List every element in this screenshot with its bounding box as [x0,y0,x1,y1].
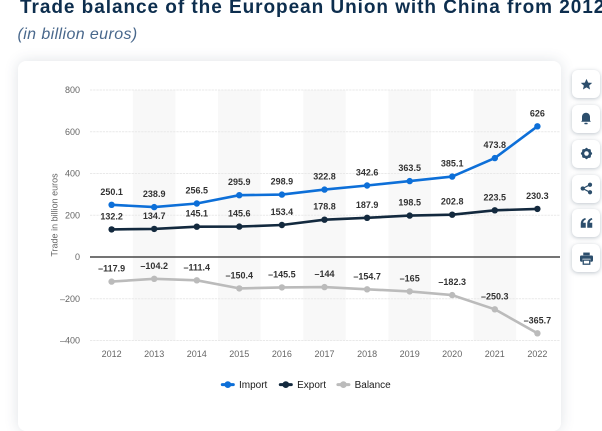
svg-text:132.2: 132.2 [100,211,123,221]
svg-text:626: 626 [530,108,545,118]
svg-text:322.8: 322.8 [313,172,336,182]
svg-text:145.1: 145.1 [186,209,209,219]
svg-text:473.8: 473.8 [484,140,507,150]
svg-text:–165: –165 [400,273,420,283]
svg-text:2017: 2017 [314,349,334,359]
svg-text:–150.4: –150.4 [226,270,254,280]
svg-text:153.4: 153.4 [271,207,294,217]
svg-text:2016: 2016 [272,349,292,359]
svg-text:2014: 2014 [187,349,207,359]
svg-text:600: 600 [65,127,80,137]
svg-text:2022: 2022 [527,349,547,359]
svg-text:2012: 2012 [102,349,122,359]
svg-text:–117.9: –117.9 [98,264,125,274]
svg-text:2018: 2018 [357,349,377,359]
svg-text:238.9: 238.9 [143,189,166,199]
svg-text:–365.7: –365.7 [524,315,552,325]
svg-text:250.1: 250.1 [100,187,123,197]
svg-text:800: 800 [65,85,80,95]
svg-text:400: 400 [65,169,80,179]
svg-text:–400: –400 [60,336,80,346]
svg-text:2013: 2013 [144,349,164,359]
svg-text:–104.2: –104.2 [140,261,168,271]
svg-text:–250.3: –250.3 [481,291,509,301]
svg-text:Import: Import [239,380,268,391]
svg-text:200: 200 [65,210,80,220]
svg-text:363.5: 363.5 [398,163,421,173]
svg-text:–182.3: –182.3 [438,277,466,287]
svg-text:–145.5: –145.5 [268,269,296,279]
svg-text:178.8: 178.8 [313,202,336,212]
svg-text:198.5: 198.5 [398,198,421,208]
svg-text:–200: –200 [60,294,80,304]
svg-text:2020: 2020 [442,349,462,359]
svg-text:256.5: 256.5 [186,186,209,196]
svg-text:–154.7: –154.7 [353,271,381,281]
svg-text:134.7: 134.7 [143,211,166,221]
svg-text:–144: –144 [314,269,334,279]
svg-text:295.9: 295.9 [228,177,251,187]
svg-text:230.3: 230.3 [526,191,549,201]
svg-text:0: 0 [75,252,80,262]
svg-text:187.9: 187.9 [356,200,379,210]
svg-text:2019: 2019 [400,349,420,359]
svg-text:202.8: 202.8 [441,197,464,207]
svg-text:2015: 2015 [229,349,249,359]
svg-text:–111.4: –111.4 [184,262,211,272]
svg-text:298.9: 298.9 [271,177,294,187]
svg-text:145.6: 145.6 [228,209,251,219]
svg-text:385.1: 385.1 [441,159,464,169]
svg-text:223.5: 223.5 [484,192,507,202]
svg-text:2021: 2021 [485,349,505,359]
svg-text:Trade in billion euros: Trade in billion euros [50,173,60,257]
svg-text:342.6: 342.6 [356,168,379,178]
svg-text:Export: Export [297,380,326,391]
svg-text:Balance: Balance [355,380,392,391]
